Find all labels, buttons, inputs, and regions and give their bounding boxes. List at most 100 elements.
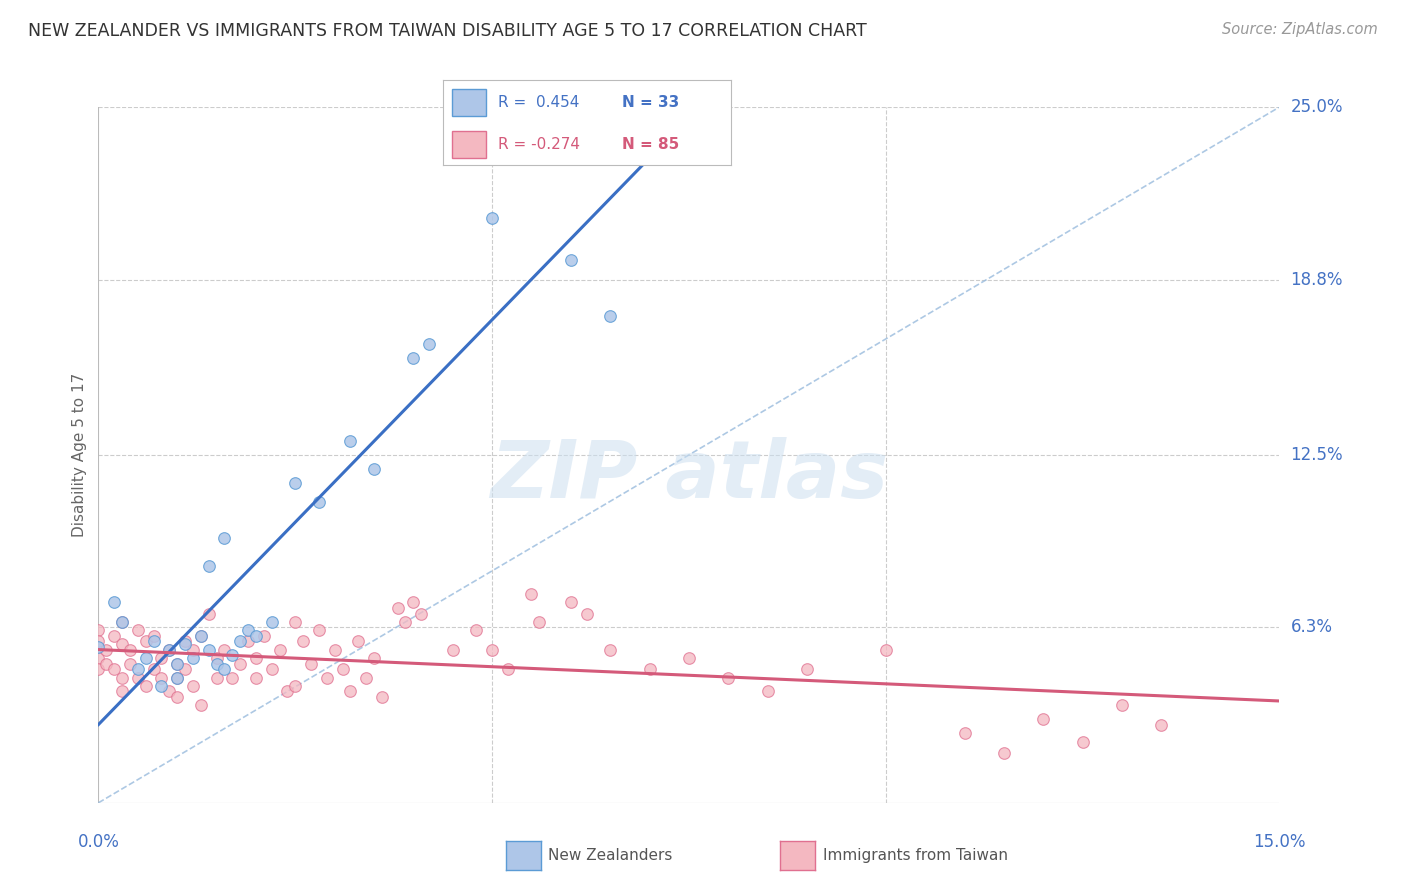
Point (308, 495, 330, 509)
Point (142, 662, 165, 676)
Point (236, 634, 259, 648)
Point (560, 253, 582, 268)
Point (347, 634, 370, 648)
Point (135, 651, 157, 665)
Text: N = 33: N = 33 (621, 95, 679, 110)
Point (276, 684, 298, 698)
Point (1032, 712, 1054, 726)
Point (181, 651, 204, 665)
Point (111, 615, 134, 629)
Point (441, 642, 464, 657)
Text: Immigrants from Taiwan: Immigrants from Taiwan (823, 848, 1008, 863)
Point (1111, 698, 1133, 713)
Point (269, 642, 291, 657)
Point (756, 684, 779, 698)
Point (284, 615, 307, 629)
Point (339, 684, 361, 698)
Point (87, 662, 110, 676)
Point (157, 684, 180, 698)
Point (418, 336, 440, 351)
Point (796, 662, 818, 676)
Text: NEW ZEALANDER VS IMMIGRANTS FROM TAIWAN DISABILITY AGE 5 TO 17 CORRELATION CHART: NEW ZEALANDER VS IMMIGRANTS FROM TAIWAN … (28, 22, 868, 40)
Point (190, 629, 212, 643)
Point (315, 671, 337, 685)
Bar (451, 89, 486, 116)
Point (157, 642, 180, 657)
Point (111, 637, 134, 651)
Point (308, 624, 330, 638)
Point (481, 642, 503, 657)
Point (190, 629, 212, 643)
Text: ZIP atlas: ZIP atlas (489, 437, 889, 515)
Point (103, 662, 125, 676)
Point (197, 607, 219, 621)
Point (166, 657, 188, 671)
Point (323, 642, 346, 657)
Point (993, 746, 1015, 760)
Text: N = 85: N = 85 (621, 137, 679, 153)
Point (371, 690, 394, 704)
Point (96, 657, 118, 671)
Point (127, 624, 149, 638)
Point (111, 671, 134, 685)
Point (118, 657, 141, 671)
Text: R = -0.274: R = -0.274 (498, 137, 579, 153)
Point (402, 595, 425, 609)
Point (174, 637, 197, 651)
Point (260, 615, 283, 629)
Point (245, 651, 267, 665)
Point (221, 648, 243, 663)
Point (1150, 718, 1173, 732)
Point (111, 615, 134, 629)
Point (575, 607, 598, 621)
Point (394, 615, 416, 629)
Point (87, 651, 110, 665)
Point (214, 662, 236, 676)
Point (363, 462, 385, 476)
Point (284, 679, 307, 693)
Point (87, 624, 110, 638)
Point (166, 671, 188, 685)
Point (599, 642, 621, 657)
Point (1071, 734, 1094, 748)
Point (157, 642, 180, 657)
Point (678, 651, 700, 665)
Point (481, 211, 503, 226)
Point (529, 615, 551, 629)
Point (214, 642, 236, 657)
Point (260, 662, 283, 676)
Point (402, 351, 425, 365)
Text: Source: ZipAtlas.com: Source: ZipAtlas.com (1222, 22, 1378, 37)
Point (96, 642, 118, 657)
Point (221, 671, 243, 685)
Text: 12.5%: 12.5% (1291, 446, 1343, 464)
Point (236, 624, 259, 638)
Point (465, 624, 488, 638)
Point (135, 679, 157, 693)
Text: 0.0%: 0.0% (77, 833, 120, 851)
Point (111, 684, 134, 698)
Point (245, 629, 267, 643)
Point (245, 671, 267, 685)
Point (214, 532, 236, 546)
Point (181, 679, 204, 693)
Point (953, 726, 976, 740)
Point (181, 642, 204, 657)
Point (638, 662, 661, 676)
Point (292, 634, 315, 648)
Point (135, 634, 157, 648)
Point (599, 309, 621, 323)
Point (174, 662, 197, 676)
Point (197, 642, 219, 657)
Point (150, 679, 173, 693)
Point (387, 601, 409, 615)
Point (150, 651, 173, 665)
Point (229, 657, 252, 671)
Point (166, 690, 188, 704)
Point (205, 657, 228, 671)
Y-axis label: Disability Age 5 to 17: Disability Age 5 to 17 (72, 373, 87, 537)
Point (520, 128, 543, 142)
Point (299, 657, 322, 671)
Point (197, 559, 219, 574)
Point (354, 671, 377, 685)
